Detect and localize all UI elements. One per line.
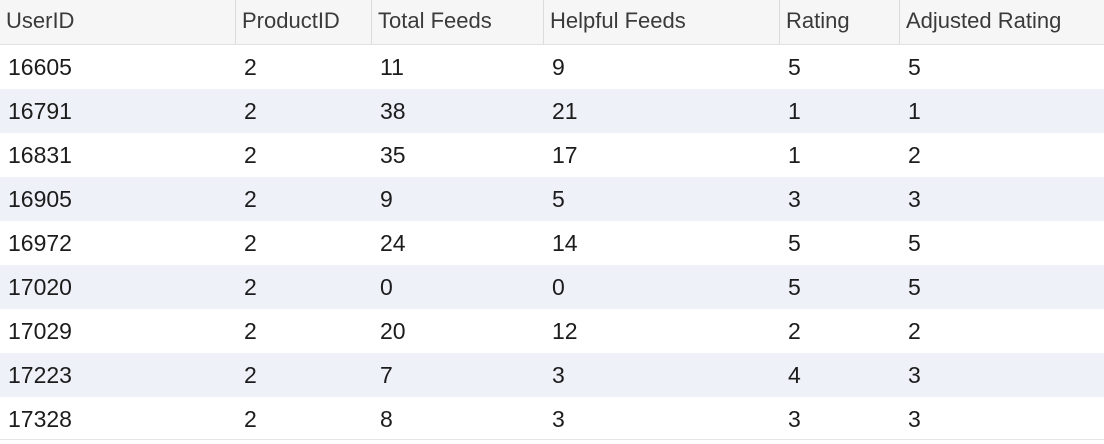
cell-total-feeds: 38 (380, 98, 406, 124)
cell-userid: 16972 (8, 230, 72, 256)
cell-productid: 2 (244, 274, 257, 300)
cell-adjusted-rating: 5 (908, 274, 921, 300)
cell-productid: 2 (244, 98, 257, 124)
cell-helpful-feeds: 0 (552, 274, 565, 300)
cell-helpful-feeds: 9 (552, 54, 565, 80)
table-bottom-border (0, 439, 1104, 440)
cell-adjusted-rating: 3 (908, 362, 921, 388)
table-row[interactable]: 16605 2 11 9 5 5 (0, 45, 1104, 89)
cell-total-feeds: 24 (380, 230, 406, 256)
cell-helpful-feeds: 3 (552, 406, 565, 432)
cell-total-feeds: 35 (380, 142, 406, 168)
cell-userid: 16831 (8, 142, 72, 168)
cell-helpful-feeds: 3 (552, 362, 565, 388)
cell-rating: 4 (788, 362, 801, 388)
cell-userid: 16791 (8, 98, 72, 124)
cell-helpful-feeds: 14 (552, 230, 578, 256)
cell-productid: 2 (244, 230, 257, 256)
cell-total-feeds: 20 (380, 318, 406, 344)
column-header-helpful-feeds[interactable]: Helpful Feeds (544, 0, 780, 44)
column-header-adjusted-rating[interactable]: Adjusted Rating (906, 8, 1062, 33)
table-row[interactable]: 17223 2 7 3 4 3 (0, 353, 1104, 397)
cell-total-feeds: 11 (380, 54, 404, 80)
cell-total-feeds: 8 (380, 406, 393, 432)
cell-productid: 2 (244, 406, 257, 432)
cell-helpful-feeds: 12 (552, 318, 578, 344)
column-header-rating[interactable]: Rating (780, 0, 900, 44)
table-header: UserID ProductID Total Feeds Helpful Fee… (0, 0, 1104, 45)
table-row[interactable]: 16972 2 24 14 5 5 (0, 221, 1104, 265)
cell-total-feeds: 0 (380, 274, 393, 300)
cell-userid: 16905 (8, 186, 72, 212)
column-header-total-feeds[interactable]: Total Feeds (372, 0, 544, 44)
cell-productid: 2 (244, 318, 257, 344)
table-row[interactable]: 17020 2 0 0 5 5 (0, 265, 1104, 309)
table-row[interactable]: 16905 2 9 5 3 3 (0, 177, 1104, 221)
table-row[interactable]: 17029 2 20 12 2 2 (0, 309, 1104, 353)
cell-productid: 2 (244, 54, 257, 80)
table-row[interactable]: 16791 2 38 21 1 1 (0, 89, 1104, 133)
cell-rating: 5 (788, 230, 801, 256)
cell-adjusted-rating: 2 (908, 142, 921, 168)
cell-adjusted-rating: 2 (908, 318, 921, 344)
cell-userid: 17328 (8, 406, 72, 432)
table-row[interactable]: 16831 2 35 17 1 2 (0, 133, 1104, 177)
column-header-productid[interactable]: ProductID (236, 0, 372, 44)
cell-rating: 5 (788, 54, 801, 80)
cell-helpful-feeds: 5 (552, 186, 565, 212)
cell-productid: 2 (244, 142, 257, 168)
cell-rating: 3 (788, 406, 801, 432)
cell-rating: 1 (788, 142, 801, 168)
cell-rating: 2 (788, 318, 801, 344)
cell-adjusted-rating: 3 (908, 186, 921, 212)
table-row[interactable]: 17328 2 8 3 3 3 (0, 397, 1104, 441)
cell-adjusted-rating: 5 (908, 54, 921, 80)
cell-rating: 3 (788, 186, 801, 212)
cell-userid: 16605 (8, 54, 72, 80)
cell-rating: 5 (788, 274, 801, 300)
cell-total-feeds: 9 (380, 186, 393, 212)
cell-total-feeds: 7 (380, 362, 393, 388)
cell-rating: 1 (788, 98, 801, 124)
cell-adjusted-rating: 3 (908, 406, 921, 432)
cell-adjusted-rating: 5 (908, 230, 921, 256)
cell-helpful-feeds: 17 (552, 142, 578, 168)
column-header-userid[interactable]: UserID (0, 0, 236, 44)
cell-userid: 17223 (8, 362, 72, 388)
cell-adjusted-rating: 1 (908, 98, 921, 124)
cell-userid: 17029 (8, 318, 72, 344)
cell-helpful-feeds: 21 (552, 98, 578, 124)
cell-userid: 17020 (8, 274, 72, 300)
cell-productid: 2 (244, 186, 257, 212)
cell-productid: 2 (244, 362, 257, 388)
